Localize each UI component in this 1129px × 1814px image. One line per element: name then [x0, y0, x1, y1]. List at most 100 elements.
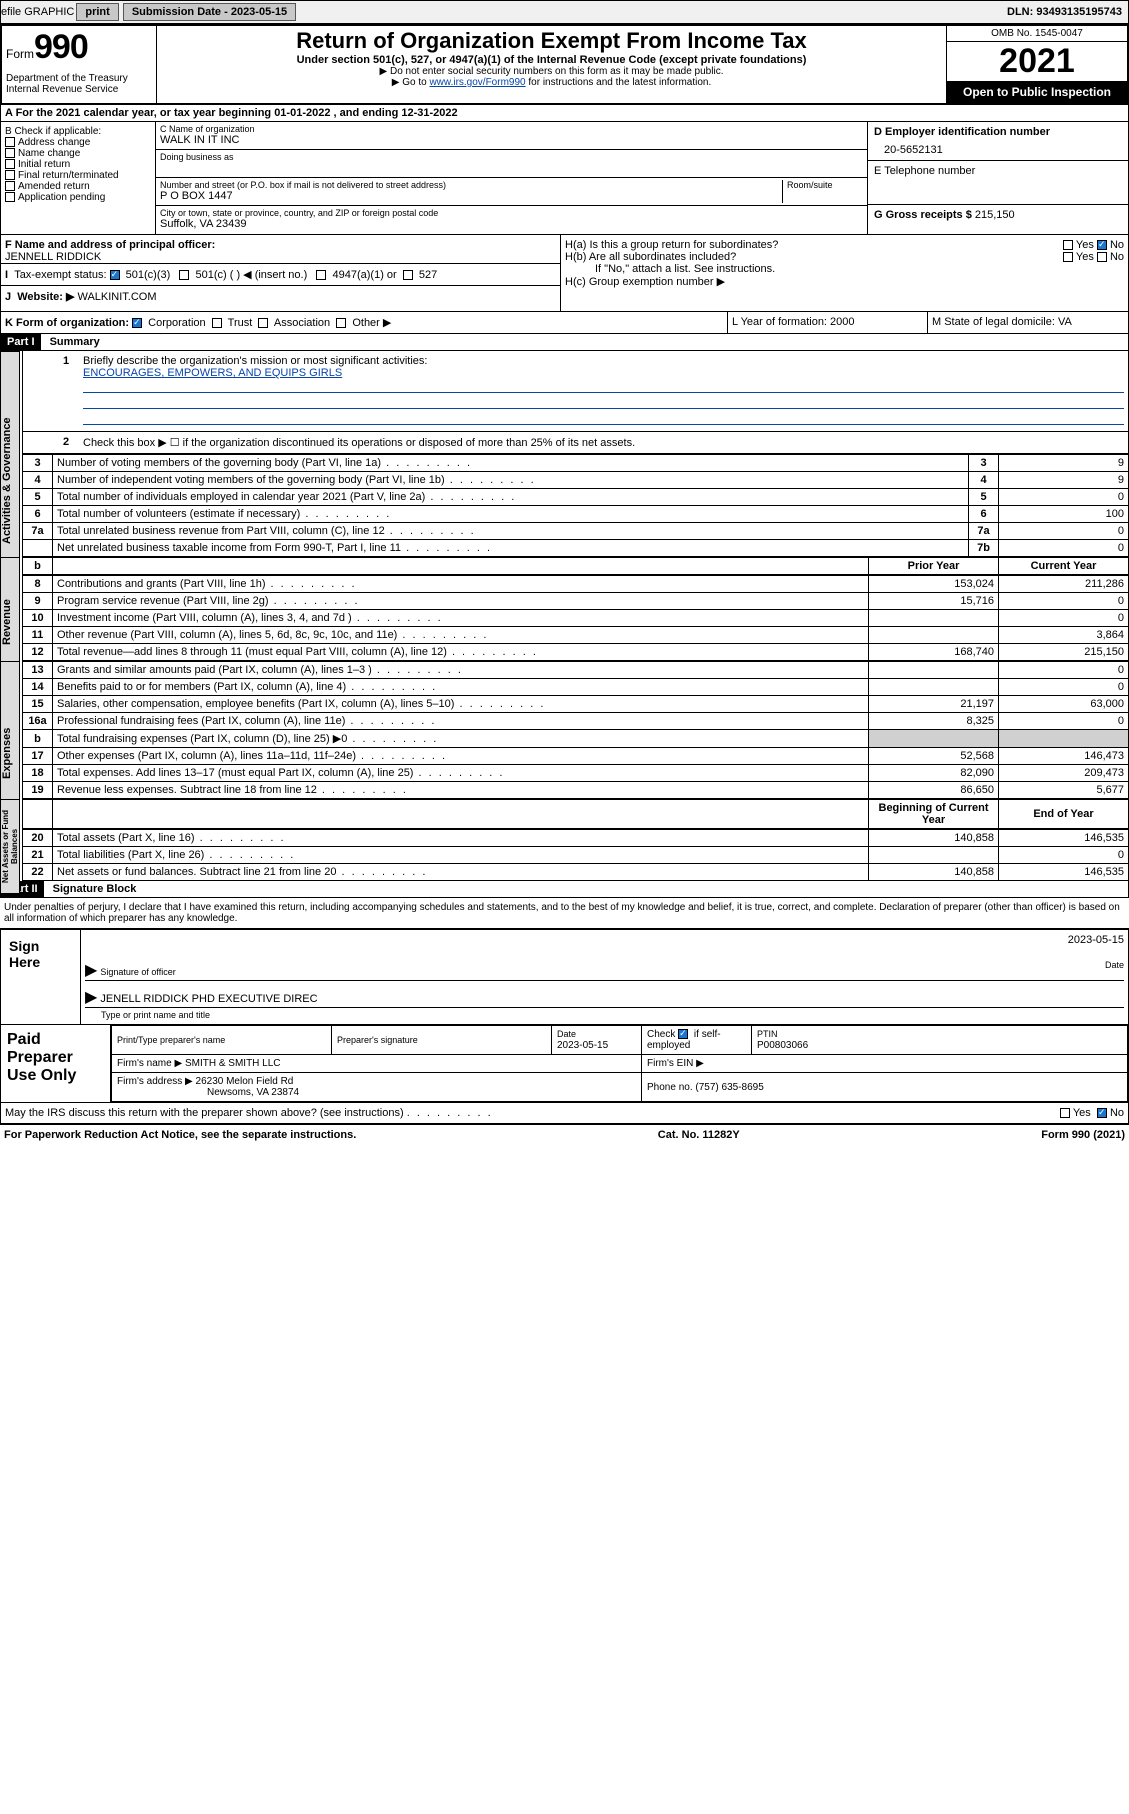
cb-trust[interactable]: [212, 318, 222, 328]
table-row: 5Total number of individuals employed in…: [23, 489, 1129, 506]
cb-association[interactable]: [258, 318, 268, 328]
cat-number: Cat. No. 11282Y: [658, 1129, 740, 1141]
hc-exemption: H(c) Group exemption number ▶: [565, 275, 1124, 288]
tax-year: 2021: [947, 42, 1127, 81]
cb-527[interactable]: [403, 270, 413, 280]
principal-officer-name: JENNELL RIDDICK: [5, 251, 556, 263]
prep-date: 2023-05-15: [557, 1040, 608, 1051]
table-row: 18Total expenses. Add lines 13–17 (must …: [23, 765, 1129, 782]
efile-label: efile GRAPHIC: [1, 6, 74, 18]
irs-link[interactable]: www.irs.gov/Form990: [429, 77, 525, 88]
room-label: Room/suite: [787, 180, 863, 190]
form-note-ssn: ▶ Do not enter social security numbers o…: [161, 66, 942, 77]
revenue-table: bPrior YearCurrent Year8Contributions an…: [22, 557, 1129, 661]
sign-here-label: Sign Here: [1, 930, 81, 1024]
may-no[interactable]: [1097, 1108, 1107, 1118]
cb-corporation[interactable]: [132, 318, 142, 328]
sign-date: 2023-05-15: [1068, 934, 1124, 946]
website-label: Website: ▶: [17, 291, 74, 303]
cb-final-return[interactable]: Final return/terminated: [5, 170, 151, 181]
declaration-text: Under penalties of perjury, I declare th…: [0, 898, 1129, 928]
phone-value: (757) 635-8695: [695, 1082, 763, 1093]
hb-yes[interactable]: [1063, 252, 1073, 262]
prep-sig-label: Preparer's signature: [337, 1035, 418, 1045]
officer-name-label: Type or print name and title: [85, 1010, 1124, 1020]
table-row: 16aProfessional fundraising fees (Part I…: [23, 713, 1129, 730]
ptin-label: PTIN: [757, 1029, 778, 1039]
col-b-checkboxes: B Check if applicable: Address change Na…: [1, 122, 156, 234]
ha-group-return: H(a) Is this a group return for subordin…: [565, 239, 1124, 251]
form-note-link: ▶ Go to www.irs.gov/Form990 for instruct…: [161, 77, 942, 88]
cb-501c3[interactable]: [110, 270, 120, 280]
expenses-table: 13Grants and similar amounts paid (Part …: [22, 661, 1129, 799]
firm-addr1: 26230 Melon Field Rd: [196, 1076, 294, 1087]
ein-label: D Employer identification number: [874, 126, 1122, 138]
table-row: 7aTotal unrelated business revenue from …: [23, 523, 1129, 540]
cb-address-change[interactable]: Address change: [5, 137, 151, 148]
prep-name-label: Print/Type preparer's name: [117, 1035, 225, 1045]
table-row: 10Investment income (Part VIII, column (…: [23, 610, 1129, 627]
may-yes[interactable]: [1060, 1108, 1070, 1118]
part1-header: Part I Summary: [0, 334, 1129, 351]
telephone-label: E Telephone number: [874, 165, 1122, 177]
sig-date-label: Date: [1105, 960, 1124, 980]
dba-label: Doing business as: [160, 152, 863, 162]
mission-text[interactable]: ENCOURAGES, EMPOWERS, AND EQUIPS GIRLS: [83, 367, 342, 379]
table-header: bPrior YearCurrent Year: [23, 558, 1129, 576]
officer-group-block: F Name and address of principal officer:…: [0, 235, 1129, 312]
row-klm: K Form of organization: Corporation Trus…: [0, 312, 1129, 334]
line1-mission: 1 Briefly describe the organization's mi…: [22, 351, 1129, 432]
cb-self-employed[interactable]: [678, 1029, 688, 1039]
table-row: 20Total assets (Part X, line 16)140,8581…: [23, 829, 1129, 847]
city-state-zip: Suffolk, VA 23439: [160, 218, 863, 230]
sig-officer-label: Signature of officer: [100, 967, 175, 977]
cb-501c[interactable]: [179, 270, 189, 280]
ha-yes[interactable]: [1063, 240, 1073, 250]
table-row: 17Other expenses (Part IX, column (A), l…: [23, 748, 1129, 765]
hb-no[interactable]: [1097, 252, 1107, 262]
preparer-table: Print/Type preparer's name Preparer's si…: [111, 1025, 1128, 1102]
principal-officer-label: F Name and address of principal officer:: [5, 239, 215, 251]
paperwork-notice: For Paperwork Reduction Act Notice, see …: [4, 1129, 356, 1141]
ein-value: 20-5652131: [874, 138, 1122, 156]
hb-subordinates: H(b) Are all subordinates included? Yes …: [565, 251, 1124, 263]
line2-checkbox: 2 Check this box ▶ ☐ if the organization…: [22, 432, 1129, 454]
org-info-block: B Check if applicable: Address change Na…: [0, 122, 1129, 235]
tax-exempt-label: Tax-exempt status:: [14, 269, 106, 281]
org-name: WALK IN IT INC: [160, 134, 863, 146]
hb-note: If "No," attach a list. See instructions…: [565, 263, 1124, 275]
top-toolbar: efile GRAPHIC print Submission Date - 20…: [0, 0, 1129, 24]
cb-other[interactable]: [336, 318, 346, 328]
table-row: 3Number of voting members of the governi…: [23, 455, 1129, 472]
print-button[interactable]: print: [76, 3, 118, 21]
omb-number: OMB No. 1545-0047: [947, 26, 1127, 42]
cb-amended-return[interactable]: Amended return: [5, 181, 151, 192]
may-discuss-row: May the IRS discuss this return with the…: [0, 1103, 1129, 1124]
table-row: Net unrelated business taxable income fr…: [23, 540, 1129, 557]
firm-ein-label: Firm's EIN ▶: [647, 1058, 704, 1069]
table-row: 4Number of independent voting members of…: [23, 472, 1129, 489]
cb-initial-return[interactable]: Initial return: [5, 159, 151, 170]
form-of-org-label: K Form of organization:: [5, 317, 129, 329]
table-row: 11Other revenue (Part VIII, column (A), …: [23, 627, 1129, 644]
cb-4947[interactable]: [316, 270, 326, 280]
table-row: 15Salaries, other compensation, employee…: [23, 696, 1129, 713]
cb-name-change[interactable]: Name change: [5, 148, 151, 159]
page-footer: For Paperwork Reduction Act Notice, see …: [0, 1124, 1129, 1145]
form-header: Form 990 Department of the Treasury Inte…: [0, 24, 1129, 105]
table-row: 14Benefits paid to or for members (Part …: [23, 679, 1129, 696]
year-formation: L Year of formation: 2000: [728, 312, 928, 333]
prep-date-label: Date: [557, 1029, 576, 1039]
cb-application-pending[interactable]: Application pending: [5, 192, 151, 203]
dln-label: DLN: 93493135195743: [1007, 6, 1128, 18]
city-label: City or town, state or province, country…: [160, 208, 863, 218]
open-public-badge: Open to Public Inspection: [947, 81, 1127, 103]
submission-date-button[interactable]: Submission Date - 2023-05-15: [123, 3, 296, 21]
firm-name: SMITH & SMITH LLC: [185, 1058, 281, 1069]
firm-name-label: Firm's name ▶: [117, 1058, 182, 1069]
firm-addr2: Newsoms, VA 23874: [117, 1087, 299, 1098]
table-row: 12Total revenue—add lines 8 through 11 (…: [23, 644, 1129, 661]
ha-no[interactable]: [1097, 240, 1107, 250]
address-label: Number and street (or P.O. box if mail i…: [160, 180, 778, 190]
department-label: Department of the Treasury Internal Reve…: [6, 73, 152, 95]
